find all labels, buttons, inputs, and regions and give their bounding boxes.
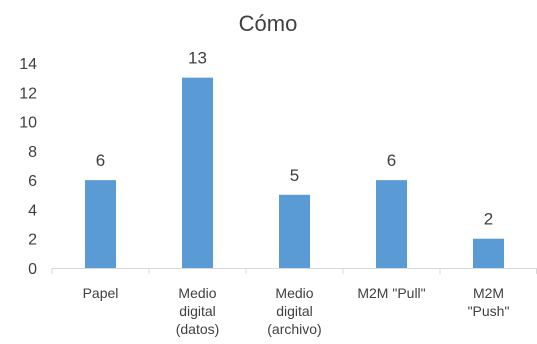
data-label: 6 (387, 151, 396, 170)
y-tick-label: 14 (19, 56, 37, 73)
bars-group (85, 77, 504, 269)
x-category-label: Medio digital (datos) (176, 285, 220, 337)
x-category-label-line: Medio (275, 285, 313, 301)
y-tick-label: 4 (28, 202, 37, 219)
y-tick-label: 10 (19, 115, 37, 132)
y-tick-label: 2 (28, 232, 37, 249)
bar (376, 180, 407, 268)
x-category-label-line: Papel (83, 285, 119, 301)
data-label: 2 (484, 210, 493, 229)
y-tick-label: 12 (19, 85, 37, 102)
x-axis-labels: Papel Medio digital (datos) Medio digital (arc… (83, 285, 510, 337)
data-label: 5 (290, 166, 299, 185)
bar (279, 194, 310, 268)
x-category-label-line: digital (276, 303, 313, 319)
x-category-label: M2M "Push" (468, 285, 510, 319)
x-category-label-line: (datos) (176, 321, 220, 337)
x-category-label: Papel (83, 285, 119, 301)
x-category-label-line: Medio (178, 285, 216, 301)
x-category-label-line: M2M "Pull" (357, 285, 425, 301)
x-category-label: Medio digital (archivo) (267, 285, 321, 337)
y-tick-label: 0 (28, 261, 37, 278)
x-category-label-line: "Push" (468, 303, 510, 319)
y-tick-label: 6 (28, 173, 37, 190)
x-category-label: M2M "Pull" (357, 285, 425, 301)
bar (473, 238, 504, 268)
x-category-label-line: (archivo) (267, 321, 321, 337)
data-labels-group: 6 13 5 6 2 (96, 49, 493, 229)
y-tick-label: 8 (28, 144, 37, 161)
data-label: 6 (96, 151, 105, 170)
chart-title: Cómo (239, 11, 298, 36)
x-category-label-line: M2M (473, 285, 504, 301)
bar (182, 77, 213, 269)
y-axis-ticks: 0 2 4 6 8 10 12 14 (19, 56, 37, 278)
data-label: 13 (188, 49, 207, 68)
x-category-label-line: digital (179, 303, 216, 319)
bar (85, 180, 116, 268)
